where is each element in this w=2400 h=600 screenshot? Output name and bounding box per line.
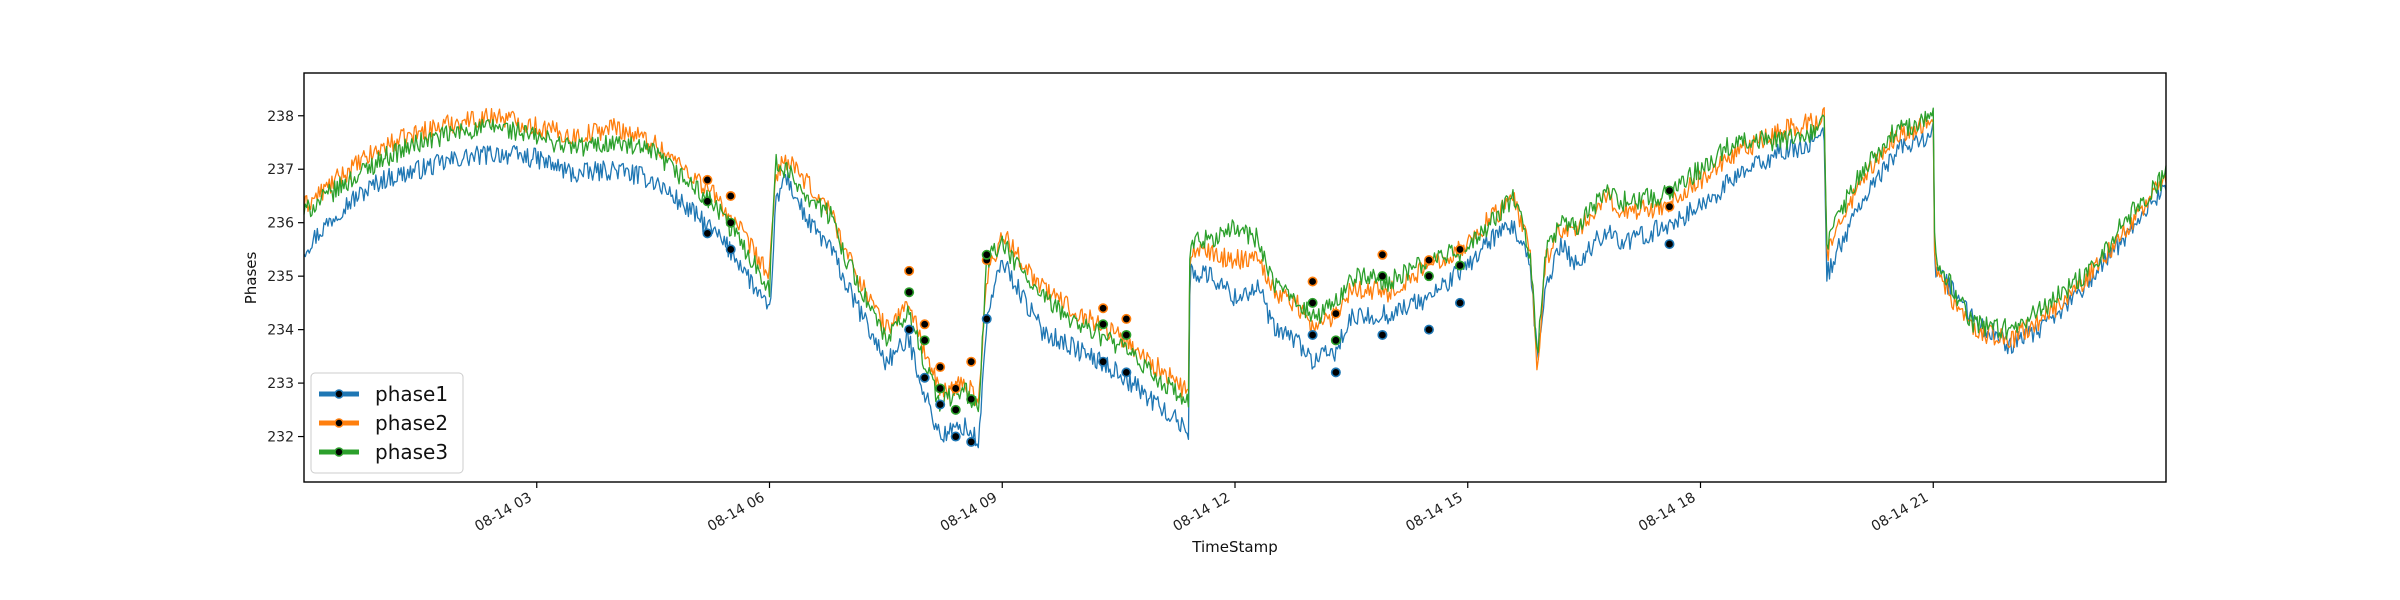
- marker-phase1-9: [1121, 367, 1132, 378]
- y-axis: 232 233 234 235 236 237 238: [267, 109, 304, 446]
- marker-phase3-6: [966, 394, 977, 405]
- y-tick-label: 238: [267, 109, 294, 125]
- marker-phase2-2: [904, 265, 915, 276]
- marker-phase2-1: [725, 190, 736, 201]
- y-tick-label: 232: [267, 430, 294, 446]
- y-tick-label: 237: [267, 162, 294, 178]
- marker-phase2-4: [935, 362, 946, 373]
- marker-phase2-9: [1121, 313, 1132, 324]
- marker-phase2-10: [1307, 276, 1318, 287]
- series-line-phase1: [303, 121, 2167, 449]
- marker-phase1-1: [725, 244, 736, 255]
- x-tick-label: 08-14 03: [472, 490, 535, 535]
- marker-phase1-6: [966, 436, 977, 447]
- marker-phase2-12: [1377, 249, 1388, 260]
- plot-frame: [303, 72, 2167, 483]
- y-tick-label: 236: [267, 216, 294, 232]
- marker-phase1-5: [950, 431, 961, 442]
- marker-phase2-3: [919, 319, 930, 330]
- marker-phase1-4: [935, 399, 946, 410]
- legend-marker-phase3: [334, 447, 344, 457]
- series-line-phase2: [303, 107, 2167, 406]
- marker-phase1-14: [1454, 297, 1465, 308]
- marker-phase3-5: [950, 404, 961, 415]
- marker-phase3-12: [1377, 271, 1388, 282]
- legend-frame: [310, 372, 464, 474]
- marker-phase2-0: [702, 174, 713, 185]
- y-tick-label: 233: [267, 376, 294, 392]
- x-tick-label: 08-14 15: [1403, 490, 1466, 535]
- marker-phase2-15: [1664, 201, 1675, 212]
- legend-label-phase2: phase2: [375, 411, 448, 435]
- series-line-phase3: [303, 107, 2167, 413]
- marker-phase2-5: [950, 383, 961, 394]
- marker-phase1-8: [1098, 356, 1109, 367]
- y-tick-label: 234: [267, 323, 294, 339]
- marker-phase1-13: [1423, 324, 1434, 335]
- x-tick-label: 08-14 21: [1869, 490, 1932, 535]
- marker-phase3-2: [904, 287, 915, 298]
- marker-phase1-15: [1664, 239, 1675, 250]
- marker-phase3-10: [1307, 297, 1318, 308]
- marker-phase3-1: [725, 217, 736, 228]
- x-tick-label: 08-14 06: [705, 490, 768, 535]
- marker-phase3-14: [1454, 260, 1465, 271]
- marker-phase2-8: [1098, 303, 1109, 314]
- marker-phase1-10: [1307, 329, 1318, 340]
- marker-phase3-3: [919, 335, 930, 346]
- legend-marker-phase2: [334, 418, 344, 428]
- marker-layer: [702, 174, 1675, 447]
- marker-phase1-3: [919, 372, 930, 383]
- x-axis: 08-14 03 08-14 06 08-14 09 08-14 12 08-14 15…: [472, 482, 1934, 535]
- legend: phase1 phase2 phase3: [310, 372, 464, 474]
- legend-label-phase3: phase3: [375, 440, 448, 464]
- y-tick-label: 235: [267, 269, 294, 285]
- marker-phase3-4: [935, 383, 946, 394]
- marker-phase2-6: [966, 356, 977, 367]
- legend-items: phase1 phase2 phase3: [319, 382, 448, 464]
- marker-phase3-15: [1664, 185, 1675, 196]
- y-axis-title: Phases: [242, 252, 260, 305]
- marker-phase2-14: [1454, 244, 1465, 255]
- marker-phase3-0: [702, 196, 713, 207]
- marker-phase1-12: [1377, 329, 1388, 340]
- marker-phase2-11: [1330, 308, 1341, 319]
- marker-phase1-11: [1330, 367, 1341, 378]
- legend-marker-phase1: [334, 389, 344, 399]
- x-axis-title: TimeStamp: [1191, 538, 1277, 556]
- marker-phase3-7: [981, 249, 992, 260]
- marker-phase3-8: [1098, 319, 1109, 330]
- marker-phase3-13: [1423, 271, 1434, 282]
- series-layer: [303, 107, 2167, 449]
- legend-label-phase1: phase1: [375, 382, 448, 406]
- marker-phase1-2: [904, 324, 915, 335]
- marker-phase3-11: [1330, 335, 1341, 346]
- x-tick-label: 08-14 18: [1636, 490, 1699, 535]
- marker-phase3-9: [1121, 329, 1132, 340]
- x-tick-label: 08-14 09: [938, 490, 1001, 535]
- marker-phase2-13: [1423, 255, 1434, 266]
- marker-phase1-7: [981, 313, 992, 324]
- marker-phase1-0: [702, 228, 713, 239]
- x-tick-label: 08-14 12: [1170, 490, 1233, 535]
